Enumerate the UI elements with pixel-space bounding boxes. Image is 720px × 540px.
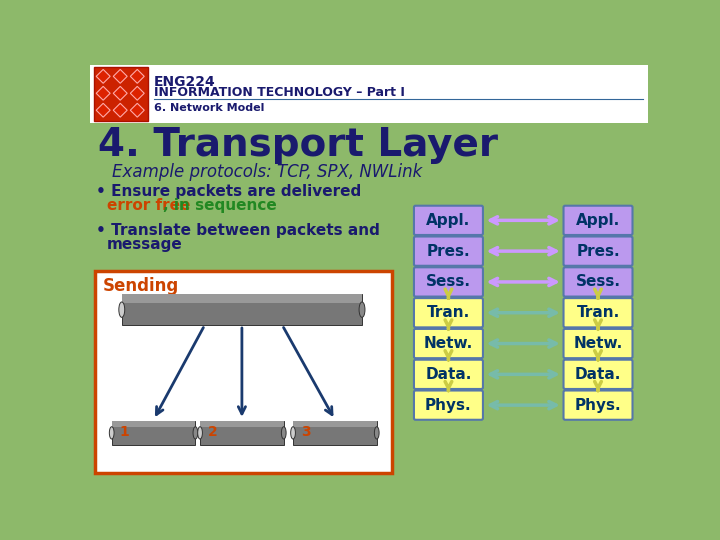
Text: message: message [107,237,183,252]
Bar [122,294,362,303]
FancyBboxPatch shape [564,206,632,235]
Polygon shape [113,86,127,100]
Text: Tran.: Tran. [427,305,470,320]
Ellipse shape [282,427,286,439]
Text: 4. Transport Layer: 4. Transport Layer [98,126,498,164]
Text: 6. Network Model: 6. Network Model [153,103,264,112]
FancyBboxPatch shape [564,329,632,358]
Text: INFORMATION TECHNOLOGY – Part I: INFORMATION TECHNOLOGY – Part I [153,85,405,99]
FancyBboxPatch shape [564,360,632,389]
Text: Example protocols: TCP, SPX, NWLink: Example protocols: TCP, SPX, NWLink [112,164,422,181]
Text: Pres.: Pres. [427,244,470,259]
Polygon shape [130,86,144,100]
Text: • Ensure packets are delivered: • Ensure packets are delivered [96,184,361,199]
Bar [293,421,377,427]
FancyBboxPatch shape [414,298,483,327]
Text: Appl.: Appl. [426,213,471,228]
FancyBboxPatch shape [414,206,483,235]
Text: Sess.: Sess. [426,274,471,289]
FancyBboxPatch shape [564,237,632,266]
Text: Appl.: Appl. [576,213,620,228]
Bar [90,65,648,123]
Polygon shape [113,70,127,83]
Polygon shape [130,70,144,83]
Text: , in sequence: , in sequence [163,198,276,213]
Polygon shape [96,103,110,117]
FancyBboxPatch shape [414,360,483,389]
Text: Netw.: Netw. [573,336,623,351]
Text: Phys.: Phys. [425,397,472,413]
FancyBboxPatch shape [414,390,483,420]
Polygon shape [96,70,110,83]
Bar [112,421,195,445]
Ellipse shape [198,427,202,439]
Text: 2: 2 [208,425,217,439]
Text: Pres.: Pres. [576,244,620,259]
Polygon shape [96,86,110,100]
Text: • Translate between packets and: • Translate between packets and [96,222,380,238]
Text: Data.: Data. [426,367,472,382]
FancyBboxPatch shape [414,329,483,358]
Bar [200,421,284,427]
Bar [96,271,392,473]
FancyBboxPatch shape [564,267,632,296]
Text: ENG224: ENG224 [153,75,215,89]
Ellipse shape [291,427,295,439]
FancyBboxPatch shape [564,298,632,327]
Text: Data.: Data. [575,367,621,382]
Polygon shape [113,103,127,117]
Bar [122,294,362,325]
Bar [94,67,148,121]
Bar [112,421,195,427]
Ellipse shape [193,427,198,439]
Text: 3: 3 [301,425,310,439]
Text: 1: 1 [120,425,129,439]
FancyBboxPatch shape [414,267,483,296]
Text: Netw.: Netw. [424,336,473,351]
Ellipse shape [374,427,379,439]
Ellipse shape [109,427,114,439]
Bar [293,421,377,445]
Text: Sending: Sending [103,278,179,295]
Polygon shape [130,103,144,117]
FancyBboxPatch shape [414,237,483,266]
Text: Tran.: Tran. [577,305,620,320]
Ellipse shape [119,302,125,318]
Text: error free: error free [107,198,190,213]
Text: Phys.: Phys. [575,397,621,413]
Ellipse shape [359,302,365,318]
FancyBboxPatch shape [564,390,632,420]
Text: Sess.: Sess. [575,274,621,289]
Bar [200,421,284,445]
